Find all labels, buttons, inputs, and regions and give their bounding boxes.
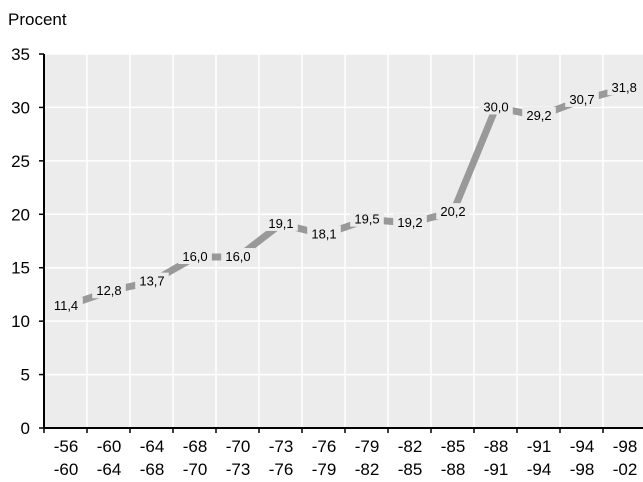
axes: [39, 53, 643, 433]
data-label-bg: [264, 214, 298, 231]
x-tick-label-top: -88: [484, 437, 509, 456]
x-tick-label-bottom: -82: [355, 460, 380, 479]
data-label: 12,8: [96, 283, 121, 298]
x-tick-label-bottom: -68: [140, 460, 165, 479]
data-label-bg: [436, 203, 470, 220]
data-label: 20,2: [440, 204, 465, 219]
y-tick-label: 30: [11, 98, 30, 117]
x-tick-label-top: -85: [441, 437, 466, 456]
x-tick-label-top: -73: [269, 437, 294, 456]
data-label-bg: [221, 248, 255, 265]
x-tick-label-top: -76: [312, 437, 337, 456]
data-label-bg: [49, 297, 83, 314]
x-tick-label-bottom: -76: [269, 460, 294, 479]
data-labels: 11,4 12,8 13,7 16,0 16,0 19,1 18,1 19,5 19,2 20,2…: [49, 79, 641, 314]
x-tick-label-bottom: -98: [570, 460, 595, 479]
x-tick-label-top: -68: [183, 437, 208, 456]
data-label: 30,0: [483, 99, 508, 114]
data-label-bg: [307, 225, 341, 242]
x-tick-label-bottom: -94: [527, 460, 552, 479]
x-tick-label-bottom: -02: [613, 460, 638, 479]
x-tick-label-top: -91: [527, 437, 552, 456]
data-label: 16,0: [225, 249, 250, 264]
data-label-bg: [565, 90, 599, 107]
y-tick-label: 35: [11, 45, 30, 64]
data-label: 19,5: [354, 212, 379, 227]
data-label-bg: [178, 248, 212, 265]
x-tick-label-bottom: -88: [441, 460, 466, 479]
data-label: 11,4: [54, 298, 78, 313]
x-tick-label-top: -56: [54, 437, 79, 456]
grid-lines: [44, 53, 643, 428]
x-tick-label-bottom: -60: [54, 460, 79, 479]
y-tick-label: 10: [11, 312, 30, 331]
data-label-bg: [350, 210, 384, 227]
x-tick-labels: -56-60-60-64-64-68-68-70-70-73-73-76-76-…: [54, 437, 638, 479]
data-label: 29,2: [526, 108, 551, 123]
y-tick-label: 15: [11, 259, 30, 278]
x-tick-label-top: -98: [613, 437, 638, 456]
x-tick-label-top: -64: [140, 437, 165, 456]
data-label: 13,7: [139, 274, 164, 289]
y-axis-label: Procent: [8, 10, 67, 29]
x-tick-label-top: -70: [226, 437, 251, 456]
x-tick-label-bottom: -85: [398, 460, 423, 479]
data-label-bg: [92, 282, 126, 299]
x-tick-label-bottom: -73: [226, 460, 251, 479]
data-label-bg: [607, 79, 641, 96]
y-tick-label: 25: [11, 152, 30, 171]
data-label: 19,2: [397, 215, 422, 230]
data-label: 19,1: [268, 216, 293, 231]
data-label: 16,0: [182, 249, 207, 264]
data-label: 30,7: [569, 92, 594, 107]
y-tick-label: 0: [21, 419, 30, 438]
x-tick-label-bottom: -79: [312, 460, 337, 479]
x-tick-label-top: -79: [355, 437, 380, 456]
data-label-bg: [522, 106, 556, 123]
x-tick-label-bottom: -91: [484, 460, 509, 479]
data-label-bg: [479, 98, 513, 115]
y-tick-label: 5: [21, 366, 30, 385]
x-tick-label-top: -82: [398, 437, 423, 456]
x-tick-label-top: -60: [97, 437, 122, 456]
data-label-bg: [135, 272, 169, 289]
data-label-bg: [393, 213, 427, 230]
data-label: 31,8: [612, 80, 637, 95]
data-label: 18,1: [311, 227, 336, 242]
x-tick-label-bottom: -64: [97, 460, 122, 479]
x-tick-label-bottom: -70: [183, 460, 208, 479]
y-tick-label: 20: [11, 205, 30, 224]
y-tick-labels: 0 5 10 15 20 25 30 35: [11, 45, 30, 438]
x-tick-label-top: -94: [570, 437, 595, 456]
